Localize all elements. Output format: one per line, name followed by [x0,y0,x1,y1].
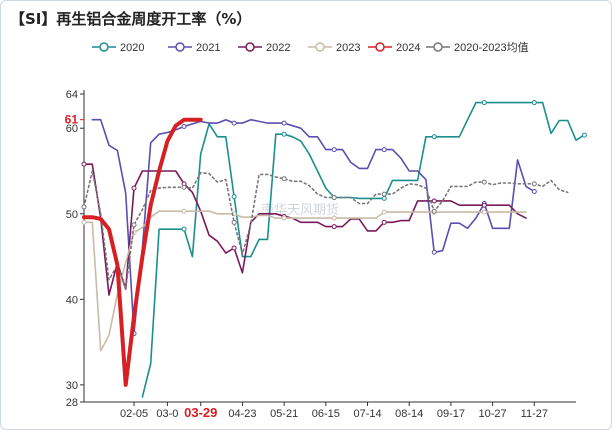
data-point [331,224,337,230]
highlight-date-label: 03-29 [184,405,217,420]
watermark-text: 南华天风期货 [261,202,339,217]
data-point [431,134,437,140]
series-line [83,210,527,352]
series-2024 [82,117,203,387]
legend-item-label: 2020 [120,42,144,54]
data-point [231,194,237,200]
data-point [281,215,287,221]
data-point [81,204,87,210]
series-line [82,117,203,387]
legend-item-label: 2023 [336,42,360,54]
data-point [331,195,337,201]
data-point [481,100,487,106]
series-layer [81,100,587,398]
x-tick-label: 03-0 [156,408,178,420]
legend-item-label: 2024 [396,42,420,54]
data-point [181,226,187,232]
x-tick-label: 09-17 [437,408,465,420]
data-point [281,176,287,182]
data-point [481,209,487,215]
series-line [141,101,586,398]
data-point [381,219,387,225]
legend-item-label: 2022 [266,42,290,54]
x-tick-label: 04-23 [228,408,256,420]
y-tick-label: 64 [66,89,78,101]
x-tick-label: 07-14 [353,408,381,420]
legend-item-label: 2021 [196,42,220,54]
legend-swatch-marker [99,42,109,52]
data-point [531,189,537,195]
data-point [581,132,587,138]
x-tick-label: 10-27 [479,408,507,420]
chart-title: 【SI】再生铝合金周度开工率（%） [10,10,252,28]
x-tick-label: 06-15 [312,408,340,420]
x-tick-label: 02-05 [120,408,148,420]
x-tick-label: 05-21 [270,408,298,420]
data-point [381,209,387,215]
data-point [181,184,187,190]
x-tick-label: 11-27 [521,408,548,420]
data-point [381,191,387,197]
data-point [481,179,487,185]
legend-swatch-marker [375,42,385,52]
data-point [181,208,187,214]
data-point [331,147,337,153]
data-point [181,124,187,130]
data-point [231,219,237,225]
data-point [131,222,137,228]
data-point [131,185,137,191]
x-tick-label: 08-14 [395,408,423,420]
series-line [91,118,536,335]
legend-swatch-marker [245,42,255,52]
highlight-value-label: 61 [65,113,79,127]
data-point [481,202,487,208]
data-point [431,198,437,204]
chart-legend: 2020 2021 2022 2023 2024 2020-2023均值 [92,41,529,54]
y-tick-label: 30 [66,380,78,392]
data-point [531,100,537,106]
data-point [531,181,537,187]
data-point [281,120,287,126]
y-tick-label: 40 [66,294,78,306]
legend-item-label: 2020-2023均值 [454,41,529,54]
data-point [281,131,287,137]
legend-swatch-marker [315,42,325,52]
series-2020 [141,100,587,398]
data-point [331,215,337,221]
data-point [431,249,437,255]
data-point [81,161,87,167]
y-tick-label: 50 [66,209,78,221]
series-line [83,170,569,290]
legend-swatch-marker [433,42,443,52]
y-tick-label: 28 [66,397,78,409]
series-2021 [91,118,537,337]
data-point [431,208,437,214]
data-point [231,245,237,251]
legend-swatch-marker [175,42,185,52]
data-point [381,195,387,201]
y-tick-label: 60 [66,123,78,135]
series-2020-2023均值 [81,170,569,290]
data-point [231,120,237,126]
chart-axes: 28 30 40 50 60 64 61 02-05 03-0 03-29 04-23 05-21 06… [65,89,576,420]
data-point [81,219,87,225]
data-point [381,147,387,153]
